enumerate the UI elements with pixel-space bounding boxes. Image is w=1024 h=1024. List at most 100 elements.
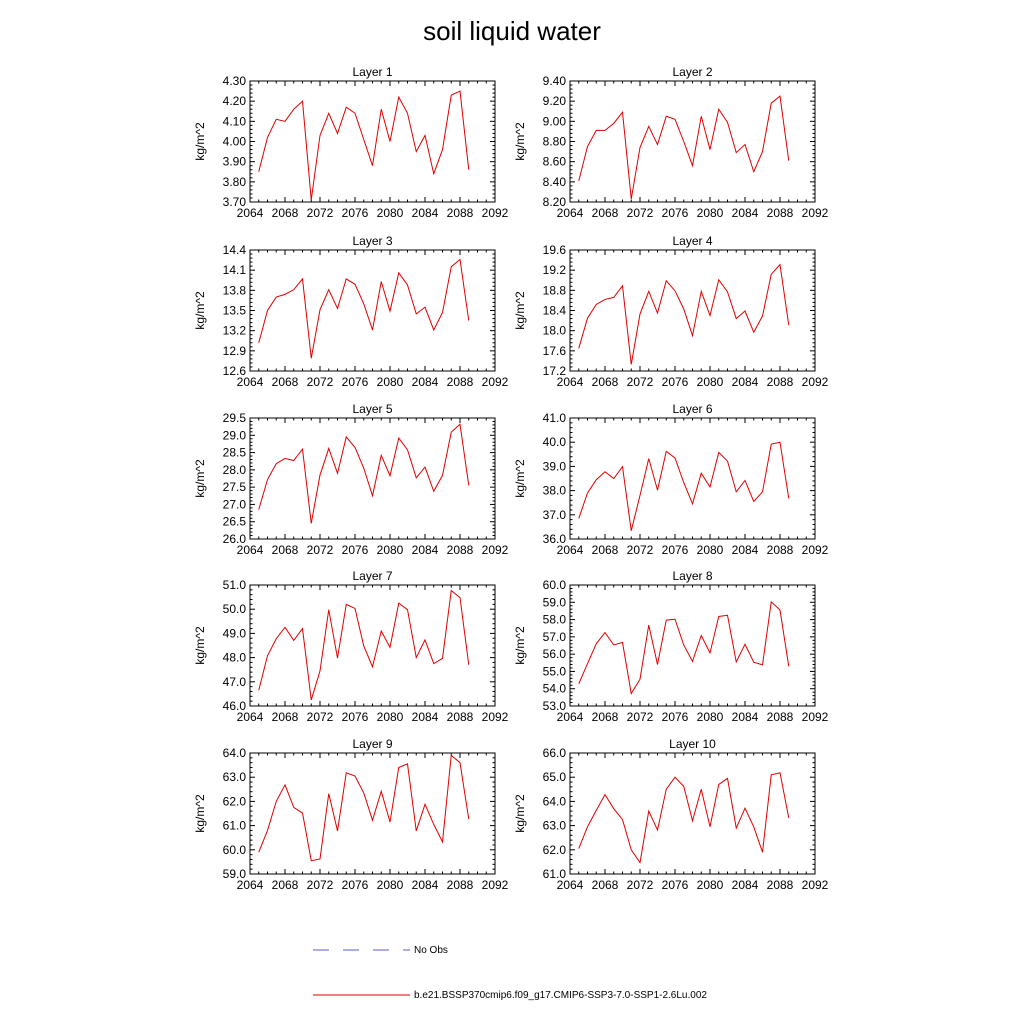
panel-title: Layer 1 <box>352 65 392 79</box>
y-tick-label: 3.70 <box>223 195 247 209</box>
x-tick-label: 2088 <box>447 710 474 724</box>
y-tick-label: 62.0 <box>543 843 567 857</box>
x-tick-label: 2084 <box>732 710 759 724</box>
y-tick-label: 49.0 <box>223 626 247 640</box>
panel-layer-10: Layer 10 2064 2068 2072 2076 2080 2084 2088 2092… <box>513 737 829 892</box>
x-tick-label: 2084 <box>412 375 439 389</box>
y-tick-label: 56.0 <box>543 647 567 661</box>
y-tick-label: 26.5 <box>223 515 247 529</box>
y-tick-label: 65.0 <box>543 770 567 784</box>
panel-title: Layer 7 <box>352 569 392 583</box>
plot-frame <box>569 417 816 540</box>
y-tick-label: 9.20 <box>543 94 567 108</box>
x-tick-label: 2092 <box>482 710 509 724</box>
y-axis-label: kg/m^2 <box>193 291 207 330</box>
panel-title: Layer 2 <box>672 65 712 79</box>
plot-frame <box>249 584 496 707</box>
y-tick-label: 12.9 <box>223 344 247 358</box>
y-tick-label: 64.0 <box>543 794 567 808</box>
x-tick-label: 2080 <box>697 878 724 892</box>
y-axis-label: kg/m^2 <box>513 626 527 665</box>
x-tick-label: 2076 <box>662 878 689 892</box>
y-tick-label: 37.0 <box>543 508 567 522</box>
x-tick-label: 2092 <box>802 543 829 557</box>
y-tick-label: 50.0 <box>223 602 247 616</box>
x-tick-label: 2072 <box>627 710 654 724</box>
series-line <box>578 772 790 864</box>
panel-layer-8: Layer 8 2064 2068 2072 2076 2080 2084 2088 2092 5… <box>513 569 829 724</box>
x-tick-label: 2072 <box>307 878 334 892</box>
y-tick-label: 63.0 <box>543 819 567 833</box>
x-tick-label: 2080 <box>377 375 404 389</box>
x-tick-label: 2064 <box>557 206 584 220</box>
y-tick-label: 18.8 <box>543 283 567 297</box>
plot-frame <box>569 584 816 707</box>
x-tick-label: 2088 <box>767 206 794 220</box>
panel-title: Layer 10 <box>669 737 716 751</box>
x-tick-label: 2076 <box>662 375 689 389</box>
y-tick-label: 59.0 <box>543 595 567 609</box>
y-tick-label: 8.20 <box>543 195 567 209</box>
y-tick-label: 4.00 <box>223 135 247 149</box>
y-tick-label: 19.2 <box>543 263 567 277</box>
x-tick-label: 2076 <box>662 206 689 220</box>
panel-layer-2: Layer 2 2064 2068 2072 2076 2080 2084 2088 2092 8… <box>513 65 829 220</box>
y-tick-label: 66.0 <box>543 746 567 760</box>
series-line <box>578 600 790 695</box>
y-tick-label: 63.0 <box>223 770 247 784</box>
series-line <box>578 263 790 365</box>
x-tick-label: 2068 <box>272 710 299 724</box>
x-tick-label: 2072 <box>307 375 334 389</box>
x-tick-label: 2068 <box>592 878 619 892</box>
x-tick-label: 2064 <box>237 878 264 892</box>
y-tick-label: 51.0 <box>223 578 247 592</box>
x-tick-label: 2092 <box>482 375 509 389</box>
y-tick-label: 18.0 <box>543 324 567 338</box>
y-axis-label: kg/m^2 <box>513 794 527 833</box>
x-tick-label: 2092 <box>802 375 829 389</box>
x-tick-label: 2088 <box>447 878 474 892</box>
series-line <box>258 423 470 524</box>
y-tick-label: 38.0 <box>543 484 567 498</box>
y-axis-label: kg/m^2 <box>193 122 207 161</box>
y-tick-label: 3.80 <box>223 175 247 189</box>
panel-layer-3: Layer 3 2064 2068 2072 2076 2080 2084 2088 2092 1… <box>193 234 509 389</box>
y-tick-label: 29.0 <box>223 428 247 442</box>
y-tick-label: 57.0 <box>543 630 567 644</box>
x-tick-label: 2084 <box>412 543 439 557</box>
x-tick-label: 2072 <box>627 375 654 389</box>
y-tick-label: 60.0 <box>223 843 247 857</box>
x-tick-label: 2064 <box>557 375 584 389</box>
x-tick-label: 2076 <box>342 375 369 389</box>
y-tick-label: 26.0 <box>223 532 247 546</box>
series-line <box>258 258 470 359</box>
x-tick-label: 2064 <box>237 375 264 389</box>
y-tick-label: 9.00 <box>543 114 567 128</box>
x-tick-label: 2080 <box>697 710 724 724</box>
x-tick-label: 2068 <box>592 710 619 724</box>
y-tick-label: 27.5 <box>223 480 247 494</box>
x-tick-label: 2076 <box>342 878 369 892</box>
y-tick-label: 59.0 <box>223 867 247 881</box>
plot-frame <box>249 417 496 540</box>
plot-frame <box>249 80 496 203</box>
x-tick-label: 2072 <box>627 206 654 220</box>
x-tick-label: 2068 <box>592 375 619 389</box>
x-tick-label: 2084 <box>412 206 439 220</box>
legend-obs-label: No Obs <box>414 945 448 956</box>
y-tick-label: 46.0 <box>223 699 247 713</box>
y-tick-label: 12.6 <box>223 364 247 378</box>
x-tick-label: 2072 <box>307 543 334 557</box>
y-tick-label: 48.0 <box>223 651 247 665</box>
y-axis-label: kg/m^2 <box>513 459 527 498</box>
panel-layer-1: Layer 1 2064 2068 2072 2076 2080 2084 2088 2092 3… <box>193 65 509 220</box>
y-tick-label: 3.90 <box>223 155 247 169</box>
x-tick-label: 2084 <box>732 375 759 389</box>
y-axis-label: kg/m^2 <box>193 459 207 498</box>
x-tick-label: 2064 <box>237 543 264 557</box>
y-tick-label: 60.0 <box>543 578 567 592</box>
y-tick-label: 53.0 <box>543 699 567 713</box>
y-tick-label: 27.0 <box>223 497 247 511</box>
x-tick-label: 2092 <box>802 206 829 220</box>
